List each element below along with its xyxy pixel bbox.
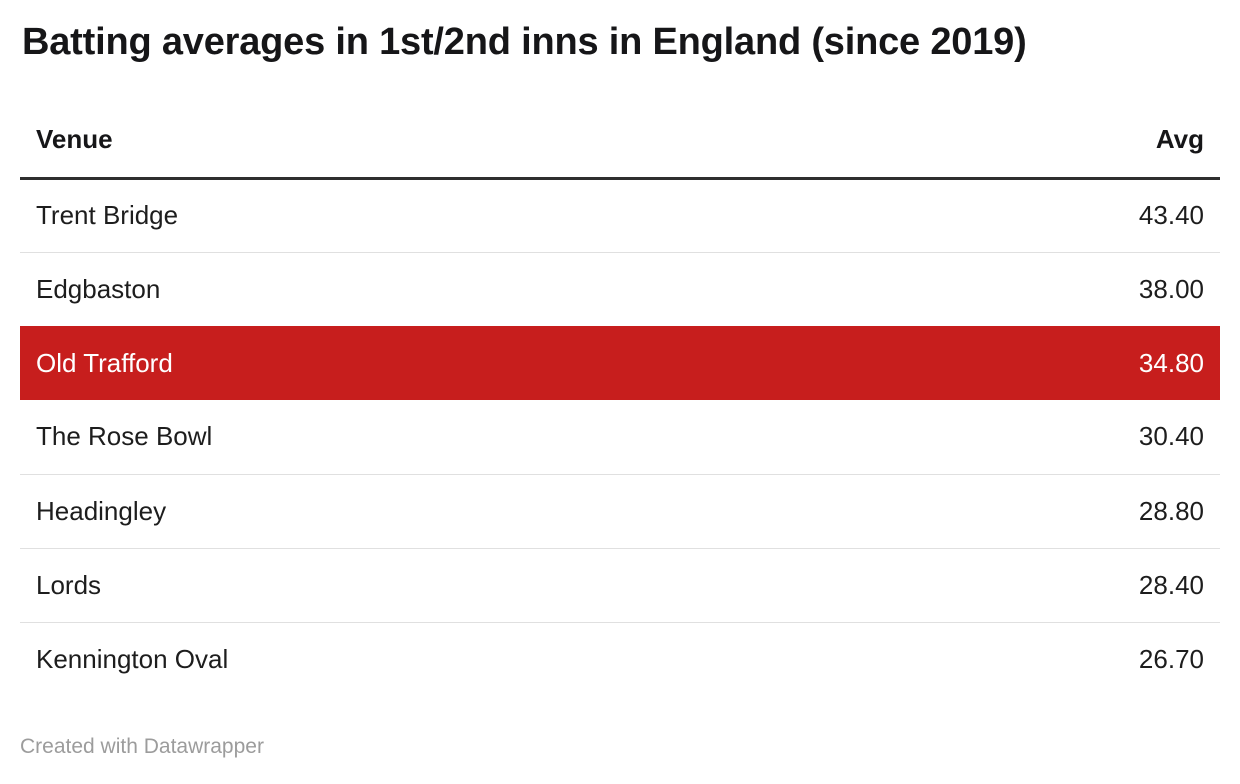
venue-cell: Kennington Oval [36,643,229,674]
table-row: Edgbaston 38.00 [20,252,1220,326]
avg-cell: 38.00 [1138,273,1204,304]
avg-cell: 43.40 [1138,200,1204,231]
avg-cell: 28.40 [1138,569,1204,600]
venue-cell: Edgbaston [36,273,161,304]
chart-container: Batting averages in 1st/2nd inns in Engl… [0,20,1240,759]
table-row: Old Trafford 34.80 [20,326,1220,401]
table-row: Lords 28.40 [20,548,1220,623]
data-table: Venue Avg Trent Bridge 43.40 Edgbaston 38.0… [20,123,1220,697]
avg-cell: 28.80 [1138,495,1204,526]
venue-cell: Old Trafford [36,347,173,378]
venue-cell: Headingley [36,495,167,526]
venue-cell: The Rose Bowl [36,421,213,452]
column-header-venue: Venue [20,123,920,180]
chart-title: Batting averages in 1st/2nd inns in Engl… [22,21,1027,63]
table-row: Headingley 28.80 [20,474,1220,549]
avg-cell: 34.80 [1138,347,1204,378]
chart-footer: Created with Datawrapper [20,734,1220,759]
table-row: Kennington Oval 26.70 [20,622,1220,696]
datawrapper-credit-link[interactable]: Created with Datawrapper [20,735,264,759]
avg-cell: 26.70 [1138,643,1204,674]
column-header-avg: Avg [920,123,1220,180]
venue-cell: Trent Bridge [36,200,179,231]
table-header: Venue Avg [20,123,1220,180]
venue-cell: Lords [36,569,102,600]
table-row: The Rose Bowl 30.40 [20,400,1220,475]
avg-cell: 30.40 [1138,421,1204,452]
table-row: Trent Bridge 43.40 [20,178,1220,253]
table-body: Trent Bridge 43.40 Edgbaston 38.00 Old Traff… [20,178,1220,696]
